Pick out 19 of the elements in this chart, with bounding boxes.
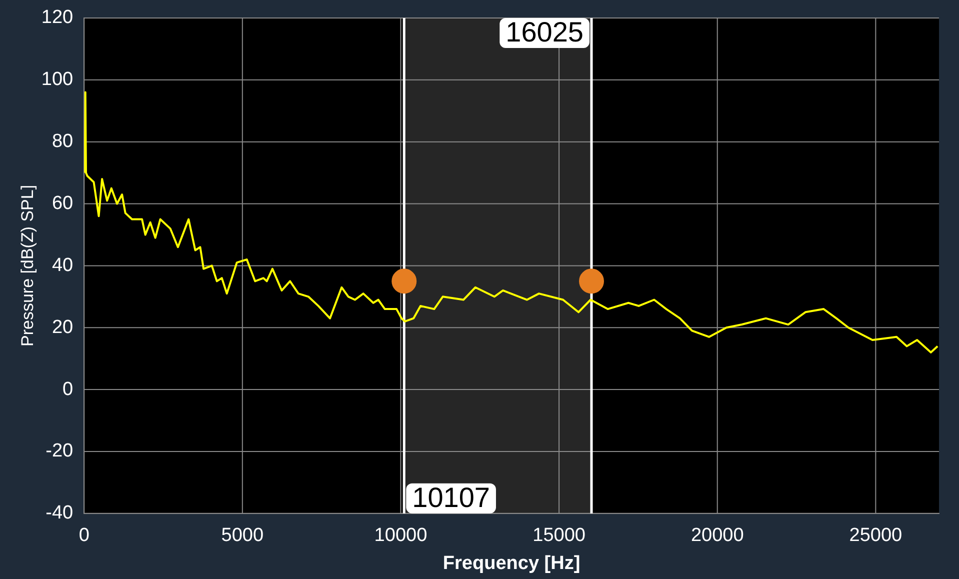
y-tick-label: 0 (62, 378, 74, 400)
ref-line-label: 16025 (506, 16, 584, 48)
y-tick-label: -20 (46, 440, 74, 462)
y-tick-label: 20 (52, 316, 74, 338)
y-tick-label: 80 (52, 131, 74, 152)
x-axis-title: Frequency [Hz] (442, 552, 580, 574)
y-tick-label: 60 (52, 193, 74, 214)
x-tick-label: 15000 (532, 525, 586, 546)
y-tick-label: -40 (46, 502, 74, 524)
y-tick-label: 40 (52, 254, 74, 276)
y-tick-label: 120 (41, 7, 74, 28)
x-tick-label: 20000 (690, 525, 744, 546)
y-tick-label: 100 (41, 69, 74, 90)
ref-line-label: 10107 (412, 482, 490, 514)
x-tick-label: 0 (78, 525, 90, 546)
x-tick-label: 5000 (221, 525, 264, 546)
x-tick-label: 10000 (374, 525, 428, 546)
x-tick-label: 25000 (849, 525, 902, 546)
y-axis-title: Pressure [dB(Z) SPL] (18, 184, 37, 346)
